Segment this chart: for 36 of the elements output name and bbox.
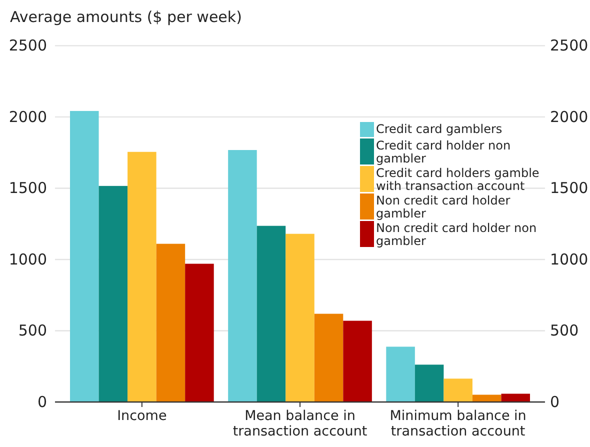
y2-tick-label: 500: [550, 322, 579, 340]
bar: [286, 234, 314, 402]
bar: [314, 314, 344, 402]
y-tick-label: 0: [37, 393, 47, 411]
legend-label: Credit card holders gamble with transaction account: [376, 166, 540, 193]
bar: [98, 186, 128, 402]
y-axis-title: Average amounts ($ per week): [10, 8, 242, 26]
bar: [156, 244, 186, 402]
bar: [228, 150, 257, 402]
legend-label: Credit card gamblers: [376, 122, 502, 136]
bar: [256, 226, 286, 402]
x-tick-label: Mean balance in transaction account: [232, 408, 368, 440]
y2-tick-label: 1000: [550, 250, 588, 268]
y-tick-label: 1000: [8, 250, 47, 268]
bar: [185, 264, 214, 402]
bar: [444, 378, 472, 402]
y-tick-label: 2000: [8, 108, 47, 126]
bar: [501, 394, 530, 402]
bar: [414, 364, 444, 402]
y2-tick-label: 1500: [550, 179, 588, 198]
bar: [386, 346, 415, 402]
legend-label: Non credit card holder gambler: [376, 194, 510, 220]
x-tick-label: Income: [117, 408, 167, 424]
bar: [472, 394, 502, 402]
y2-tick-label: 0: [550, 393, 560, 411]
y2-tick-label: 2000: [550, 108, 588, 126]
legend-label: Credit card holder non gambler: [376, 138, 511, 166]
bar: [70, 110, 99, 402]
bar: [128, 152, 156, 402]
x-tick-label: Minimum balance in transaction account: [390, 408, 526, 440]
bar: [343, 320, 372, 402]
y-tick-label: 2500: [8, 36, 47, 55]
y-tick-label: 500: [18, 322, 47, 340]
legend-label: Non credit card holder non gambler: [376, 221, 537, 248]
y2-tick-label: 2500: [550, 36, 588, 55]
y-tick-label: 1500: [8, 179, 47, 198]
